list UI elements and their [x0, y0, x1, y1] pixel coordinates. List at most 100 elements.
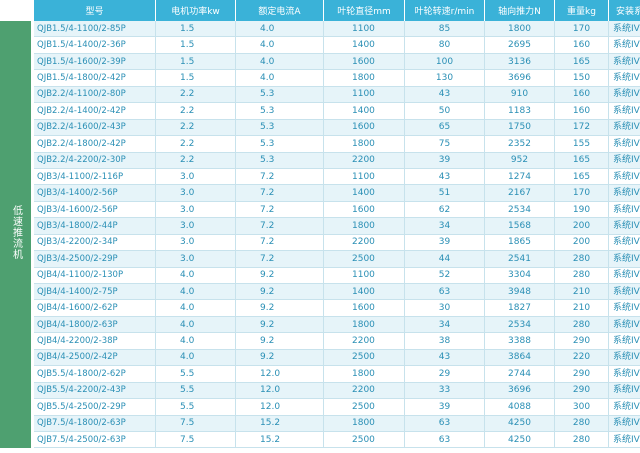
cell-install: 系统IV [609, 267, 640, 284]
cell-model: QJB5.5/4-2500/2-29P [34, 399, 156, 416]
cell-power: 2.2 [156, 136, 236, 153]
cell-speed: 38 [405, 333, 485, 350]
table-row: QJB5.5/4-1800/2-62P 5.5 12.0 1800 29 2744 290 系… [0, 366, 640, 383]
cell-thrust: 1568 [485, 218, 555, 235]
cell-model: QJB2.2/4-1100/2-80P [34, 86, 156, 104]
cell-install: 系统IV [609, 382, 640, 400]
cell-diameter: 1800 [324, 415, 405, 432]
cell-install: 系统IV [609, 53, 640, 71]
cell-current: 5.3 [236, 152, 324, 169]
cell-thrust: 910 [485, 86, 555, 104]
cell-model: QJB1.5/4-1800/2-42P [34, 70, 156, 87]
cell-weight: 190 [555, 201, 609, 219]
cell-power: 1.5 [156, 70, 236, 87]
cell-diameter: 1400 [324, 284, 405, 301]
cell-diameter: 1800 [324, 136, 405, 153]
cell-weight: 300 [555, 399, 609, 416]
table-row: QJB4/4-2200/2-38P 4.0 9.2 2200 38 3388 290 系统IV [0, 333, 640, 350]
cell-speed: 85 [405, 21, 485, 38]
cell-power: 3.0 [156, 218, 236, 235]
cell-power: 1.5 [156, 53, 236, 71]
cell-current: 4.0 [236, 21, 324, 38]
cell-thrust: 1865 [485, 234, 555, 252]
cell-power: 7.5 [156, 431, 236, 449]
cell-weight: 210 [555, 300, 609, 317]
cell-diameter: 2500 [324, 349, 405, 367]
cell-current: 7.2 [236, 168, 324, 186]
cell-current: 15.2 [236, 415, 324, 432]
cell-power: 4.0 [156, 300, 236, 317]
table-row: QJB7.5/4-2500/2-63P 7.5 15.2 2500 63 4250 280 系… [0, 431, 640, 449]
table-row: QJB4/4-1400/2-75P 4.0 9.2 1400 63 3948 210 系统IV [0, 284, 640, 301]
cell-diameter: 2200 [324, 333, 405, 350]
table-row: QJB1.5/4-1600/2-39P 1.5 4.0 1600 100 3136 165 系… [0, 53, 640, 71]
cell-weight: 290 [555, 382, 609, 400]
cell-power: 3.0 [156, 168, 236, 186]
table-row: QJB7.5/4-1800/2-63P 7.5 15.2 1800 63 4250 280 系… [0, 415, 640, 432]
cell-diameter: 2200 [324, 234, 405, 252]
cell-weight: 155 [555, 136, 609, 153]
cell-speed: 52 [405, 267, 485, 284]
table-row: QJB1.5/4-1400/2-36P 1.5 4.0 1400 80 2695 160 系统… [0, 37, 640, 54]
cell-model: QJB2.2/4-1400/2-42P [34, 103, 156, 120]
cell-current: 12.0 [236, 366, 324, 383]
table-row: QJB4/4-1800/2-63P 4.0 9.2 1800 34 2534 280 系统IV [0, 316, 640, 334]
category-cell: 低速推流机 [0, 21, 34, 449]
cell-diameter: 1400 [324, 37, 405, 54]
cell-current: 9.2 [236, 300, 324, 317]
cell-install: 系统IV [609, 185, 640, 202]
cell-weight: 172 [555, 119, 609, 137]
cell-model: QJB4/4-2500/2-42P [34, 349, 156, 367]
cell-weight: 280 [555, 251, 609, 268]
cell-current: 5.3 [236, 119, 324, 137]
cell-model: QJB3/4-2200/2-34P [34, 234, 156, 252]
cell-thrust: 1827 [485, 300, 555, 317]
table-row: QJB5.5/4-2500/2-29P 5.5 12.0 2500 39 4088 300 系… [0, 399, 640, 416]
cell-install: 系统IV [609, 431, 640, 449]
cell-model: QJB7.5/4-2500/2-63P [34, 431, 156, 449]
cell-speed: 34 [405, 218, 485, 235]
cell-current: 4.0 [236, 53, 324, 71]
cell-speed: 50 [405, 103, 485, 120]
cell-power: 4.0 [156, 349, 236, 367]
cell-model: QJB2.2/4-2200/2-30P [34, 152, 156, 169]
table-row: QJB2.2/4-1100/2-80P 2.2 5.3 1100 43 910 160 系统I… [0, 86, 640, 104]
cell-thrust: 2167 [485, 185, 555, 202]
table-row: QJB5.5/4-2200/2-43P 5.5 12.0 2200 33 3696 290 系… [0, 382, 640, 400]
cell-current: 9.2 [236, 284, 324, 301]
cell-install: 系统IV [609, 136, 640, 153]
cell-current: 7.2 [236, 218, 324, 235]
cell-weight: 165 [555, 53, 609, 71]
cell-power: 4.0 [156, 267, 236, 284]
cell-model: QJB3/4-1400/2-56P [34, 185, 156, 202]
cell-power: 4.0 [156, 333, 236, 350]
cell-thrust: 3304 [485, 267, 555, 284]
table-row: QJB3/4-1100/2-116P 3.0 7.2 1100 43 1274 165 系统I… [0, 168, 640, 186]
cell-model: QJB1.5/4-1600/2-39P [34, 53, 156, 71]
cell-speed: 43 [405, 349, 485, 367]
cell-speed: 130 [405, 70, 485, 87]
cell-power: 1.5 [156, 21, 236, 38]
cell-thrust: 2534 [485, 316, 555, 334]
cell-install: 系统IV [609, 234, 640, 252]
cell-current: 12.0 [236, 399, 324, 416]
cell-speed: 33 [405, 382, 485, 400]
cell-install: 系统IV [609, 316, 640, 334]
cell-thrust: 3136 [485, 53, 555, 71]
cell-current: 7.2 [236, 185, 324, 202]
cell-weight: 165 [555, 152, 609, 169]
cell-model: QJB4/4-1600/2-62P [34, 300, 156, 317]
cell-power: 4.0 [156, 284, 236, 301]
cell-speed: 65 [405, 119, 485, 137]
cell-speed: 63 [405, 284, 485, 301]
cell-diameter: 1100 [324, 267, 405, 284]
cell-power: 1.5 [156, 37, 236, 54]
cell-power: 5.5 [156, 399, 236, 416]
cell-weight: 280 [555, 415, 609, 432]
cell-current: 9.2 [236, 316, 324, 334]
cell-current: 7.2 [236, 201, 324, 219]
cell-install: 系统IV [609, 119, 640, 137]
cell-model: QJB3/4-1100/2-116P [34, 168, 156, 186]
cell-diameter: 1400 [324, 103, 405, 120]
cell-thrust: 1274 [485, 168, 555, 186]
